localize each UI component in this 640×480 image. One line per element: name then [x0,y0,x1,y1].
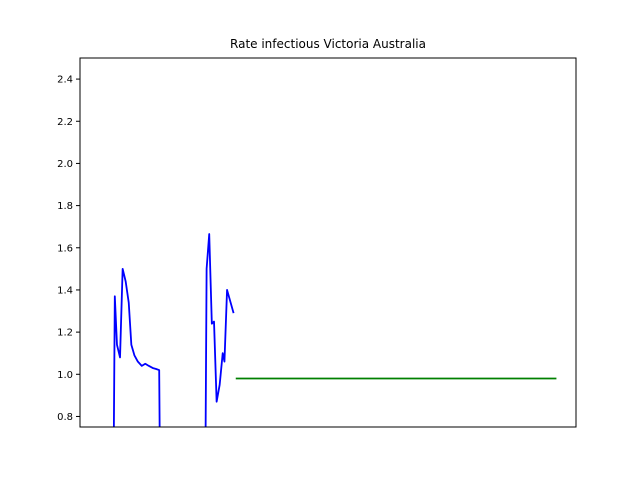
rate-history-segment-2-line [204,233,235,427]
y-tick-label: 0.8 [57,412,73,423]
y-tick-label: 1.2 [57,328,73,339]
y-tick-label: 1.8 [57,201,73,212]
y-tick-label: 1.6 [57,243,73,254]
y-tick-label: 2.4 [57,75,73,86]
y-tick-label: 2.0 [57,159,73,170]
plot-area-frame [79,57,577,428]
y-tick-label: 2.2 [57,117,73,128]
chart-title: Rate infectious Victoria Australia [230,37,426,51]
y-tick-label: 1.0 [57,370,73,381]
y-tick-label: 1.4 [57,285,73,296]
rate-history-segment-1-line [112,267,161,427]
